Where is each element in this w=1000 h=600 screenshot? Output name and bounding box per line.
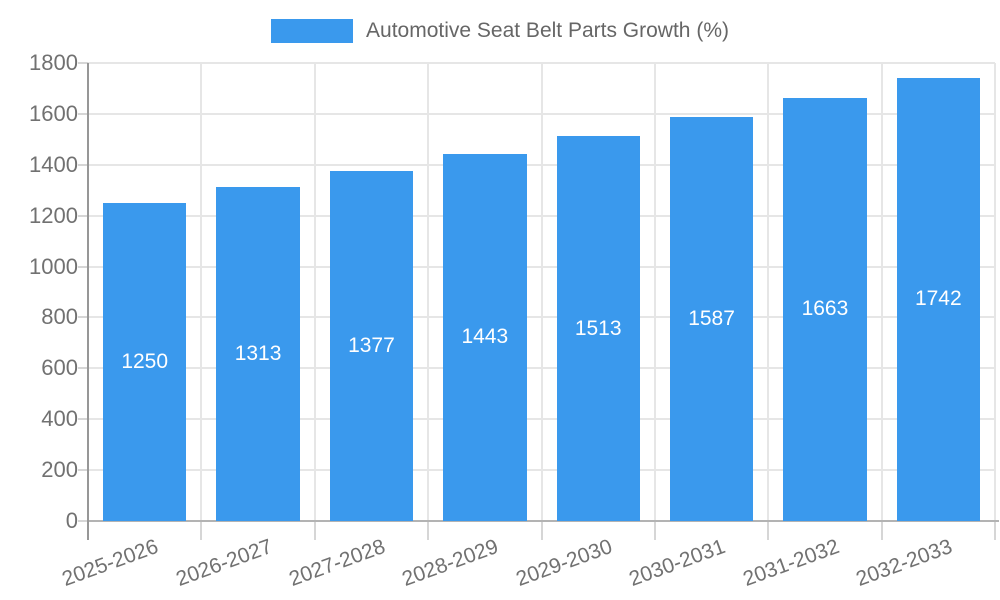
y-axis-tick: [78, 112, 88, 115]
bar[interactable]: 1377: [329, 170, 414, 521]
bar-value-label: 1513: [574, 316, 622, 340]
x-category-label: 2028-2029: [399, 535, 502, 591]
y-tick-label: 600: [41, 355, 78, 381]
x-axis-tick: [313, 521, 316, 540]
y-axis-tick: [78, 469, 88, 472]
y-axis-tick: [78, 316, 88, 319]
x-gridline: [313, 63, 316, 521]
x-axis-tick: [994, 521, 996, 540]
bar[interactable]: 1513: [556, 136, 640, 521]
y-axis-tick: [78, 265, 88, 268]
bar[interactable]: 1443: [443, 153, 527, 521]
y-tick-label: 1200: [29, 202, 78, 228]
x-category-label: 2030-2031: [626, 535, 729, 591]
bar-value-label: 1377: [348, 333, 395, 357]
bar-value-label: 1663: [801, 297, 849, 321]
y-tick-label: 200: [41, 457, 78, 483]
y-tick-label: 0: [65, 508, 78, 533]
bar-value-label: 1250: [121, 349, 169, 373]
bar[interactable]: 1663: [783, 97, 867, 521]
x-axis-line: [88, 520, 999, 522]
y-axis-line: [87, 63, 89, 540]
x-category-label: 2027-2028: [286, 535, 389, 591]
bar[interactable]: 1250: [103, 202, 187, 521]
y-axis-tick: [78, 367, 88, 370]
x-gridline: [767, 63, 770, 521]
legend[interactable]: Automotive Seat Belt Parts Growth (%): [0, 19, 1000, 43]
y-tick-label: 400: [41, 406, 78, 432]
bar[interactable]: 1313: [216, 186, 300, 521]
bar[interactable]: 1742: [896, 77, 980, 521]
x-axis-tick: [880, 521, 883, 540]
x-category-label: 2026-2027: [172, 535, 275, 591]
x-gridline: [653, 63, 656, 521]
y-axis-tick: [78, 418, 88, 421]
legend-label: Automotive Seat Belt Parts Growth (%): [366, 19, 729, 42]
y-tick-label: 1800: [29, 50, 78, 75]
x-axis-tick: [540, 521, 543, 540]
y-axis-tick: [78, 62, 88, 64]
x-category-label: 2032-2033: [852, 535, 956, 591]
legend-swatch-icon: [271, 19, 354, 43]
y-tick-label: 800: [41, 304, 78, 330]
y-axis-tick: [78, 163, 88, 166]
bar[interactable]: 1587: [669, 117, 754, 521]
x-category-label: 2031-2032: [739, 535, 842, 591]
x-gridline: [540, 63, 543, 521]
x-gridline: [427, 63, 430, 521]
x-category-label: 2025-2026: [59, 535, 162, 591]
bar-value-label: 1443: [461, 325, 509, 349]
y-tick-label: 1400: [29, 151, 78, 177]
x-category-label: 2029-2030: [512, 535, 616, 591]
x-axis-tick: [767, 521, 770, 540]
y-tick-label: 1000: [29, 253, 78, 279]
bar-value-label: 1313: [234, 341, 282, 365]
y-axis-tick: [78, 520, 88, 522]
x-axis-tick: [653, 521, 656, 540]
x-gridline: [994, 63, 996, 521]
x-axis-tick: [427, 521, 430, 540]
x-axis-tick: [200, 521, 203, 540]
x-gridline: [880, 63, 883, 521]
bar-value-label: 1587: [688, 307, 735, 331]
y-axis-tick: [78, 214, 88, 217]
y-tick-label: 1600: [29, 100, 78, 126]
x-gridline: [200, 63, 203, 521]
bar-value-label: 1742: [914, 287, 962, 311]
